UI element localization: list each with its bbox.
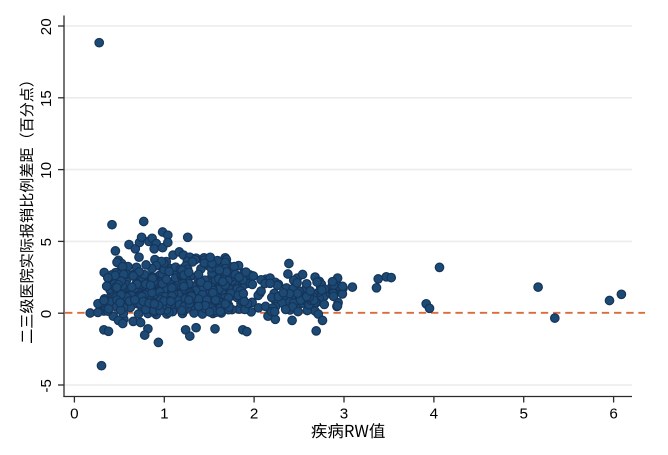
svg-text:3: 3	[340, 406, 348, 423]
svg-text:5: 5	[38, 238, 55, 246]
svg-text:0: 0	[38, 310, 55, 318]
svg-text:5: 5	[519, 406, 527, 423]
svg-text:4: 4	[430, 406, 438, 423]
svg-text:-5: -5	[38, 379, 55, 393]
svg-text:1: 1	[160, 406, 168, 423]
svg-text:10: 10	[38, 162, 55, 179]
svg-text:6: 6	[609, 406, 617, 423]
svg-text:2: 2	[250, 406, 258, 423]
svg-text:15: 15	[38, 90, 55, 107]
svg-text:0: 0	[70, 406, 78, 423]
svg-text:20: 20	[38, 18, 55, 35]
